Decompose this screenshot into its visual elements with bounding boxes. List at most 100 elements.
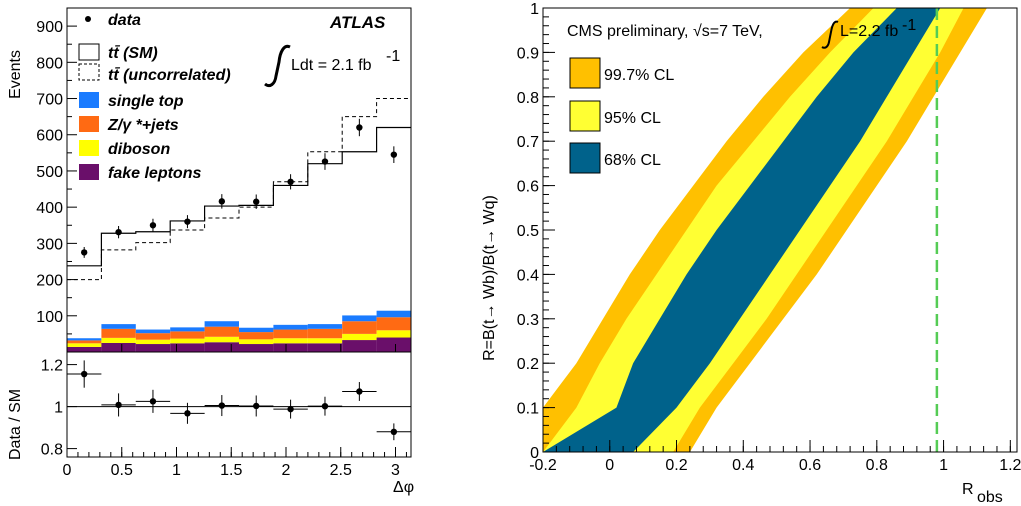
data-point [321,158,329,165]
legend-cl-label: 95% CL [604,110,661,127]
stack-bar-single-top [239,327,274,333]
data-point [287,178,294,186]
x-tick-label: 2 [282,462,291,479]
right-axes: 00.10.20.30.40.50.60.70.80.91-0.2 0 0.2 0.4… [517,1,1021,474]
stack-bar-fake [170,343,205,352]
right-y-label: R=B(t→ Wb)/B(t→ Wq) [481,195,498,361]
stack-bar-fake [239,344,274,352]
right-y-tick-label: 0.1 [517,401,539,418]
cms-header: CMS preliminary, √s=7 TeV, L=2.2 fb -1 [567,17,916,49]
right-y-tick-label: 0.7 [517,134,539,151]
right-x-tick-label: 0.8 [866,457,888,474]
x-tick-label: 0.5 [111,462,133,479]
right-panel: 00.10.20.30.40.50.60.70.80.91-0.2 0 0.2 0.4… [481,1,1021,506]
data-points [80,118,398,258]
ratio-y-tick-label: 1.2 [41,358,63,375]
right-y-tick-label: 1 [530,1,539,18]
x-tick-label: 0 [63,462,72,479]
cms-header-text: CMS preliminary, √s=7 TeV, [567,23,763,40]
right-y-tick-label: 0.8 [517,90,539,107]
x-tick-label: 2.5 [330,462,352,479]
legend-fake-label: fake leptons [108,165,201,182]
legend: data tt̄ (SM) tt̄ (uncorrelated) single … [78,12,231,182]
lumi-text: Ldt = 2.1 fb [291,57,372,74]
legend-cl-swatch [569,100,601,132]
lumi-label: Ldt = 2.1 fb -1 [264,44,400,88]
stack-bar-single-top [170,327,205,332]
data-point [390,151,398,158]
header-lumi-text: L=2.2 fb [840,23,898,40]
data-point [80,249,88,256]
header-integral-sign [821,20,839,49]
ratio-y-tick-label: 1 [54,400,63,417]
data-point [115,228,122,236]
stack-bar-diboson [273,338,308,344]
bottom-left-frame [66,351,412,458]
stack-bar-diboson [239,339,274,345]
y-tick-label: 900 [36,19,63,36]
legend-ttbar-sm-label: tt̄ (SM) [108,44,158,62]
legend-ttbar-uncorr-swatch [78,63,100,81]
stack-bar-diboson [135,339,171,345]
y-tick-label: 100 [36,309,63,326]
ratio-point [253,402,260,410]
x-axis-label: Δφ [393,479,414,496]
stack-bar-diboson [204,336,239,343]
legend-cl-swatch [569,57,601,89]
cl-band-2 [543,8,941,452]
ratio-point [321,402,329,410]
ratio-point [80,370,88,378]
bottom-left-panel: 0.8 1 1.2 0 0.5 1 1.5 2 2.5 3 Data / SM Δφ [7,351,414,496]
y-tick-label: 800 [36,55,63,72]
stack-bar-single-top [204,321,239,327]
data-point [184,218,191,225]
y-tick-label: 700 [36,92,63,109]
data-point [149,222,157,229]
x-tick-label: 1.5 [220,462,242,479]
right-y-tick-label: 0.6 [517,179,539,196]
legend-single-top-swatch [79,92,99,108]
stack-bar-fake [135,344,171,352]
legend-ttbar-sm-swatch [78,43,100,61]
stack-bar-diboson [307,338,343,344]
right-x-tick-label: 0.4 [732,457,754,474]
stack-bar-fake [67,346,102,352]
right-y-tick-label: 0.4 [517,267,539,284]
right-y-tick-label: 0.9 [517,45,539,62]
y-tick-label: 400 [36,200,63,217]
stack-bar-diboson [101,337,136,343]
right-y-tick-label: 0.3 [517,312,539,329]
right-x-tick-label: 1.2 [999,457,1021,474]
lumi-exponent: -1 [386,48,400,65]
x-label-subscript: obs [977,489,1003,506]
experiment-label: ATLAS [329,13,386,32]
data-point [218,198,226,205]
stack-bar-single-top [307,324,343,329]
legend-zjets-label: Z/γ *+jets [107,117,179,134]
stack-bar-fake [342,340,377,352]
stack-bar-zjets [204,326,239,337]
x-tick-label: 3 [391,462,400,479]
stack-bar-zjets [307,328,343,339]
ratio-points [66,360,412,441]
x-tick-label: 1 [172,462,181,479]
cl-legend: 99.7% CL 95% CL 68% CL [569,57,674,174]
stack-bar-diboson [170,338,205,344]
legend-ttbar-uncorr-label: tt̄ (uncorrelated) [108,66,231,84]
ratio-point [115,401,122,409]
stack-bar-zjets [67,340,102,344]
stack-bar-single-top [376,310,411,318]
header-lumi-exponent: -1 [902,17,916,34]
right-y-tick-label: 0 [530,445,539,462]
stack-bar-zjets [342,321,377,334]
stack-bar-single-top [342,315,377,322]
right-x-tick-label: 0.2 [665,457,687,474]
ratio-point [149,398,157,405]
right-x-tick-label: 1 [939,457,948,474]
legend-data-marker [85,16,91,22]
ratio-point [390,428,398,435]
right-x-tick-label: 0.6 [799,457,821,474]
legend-diboson-label: diboson [108,141,170,158]
ttbar-uncorrelated-line [67,98,411,281]
